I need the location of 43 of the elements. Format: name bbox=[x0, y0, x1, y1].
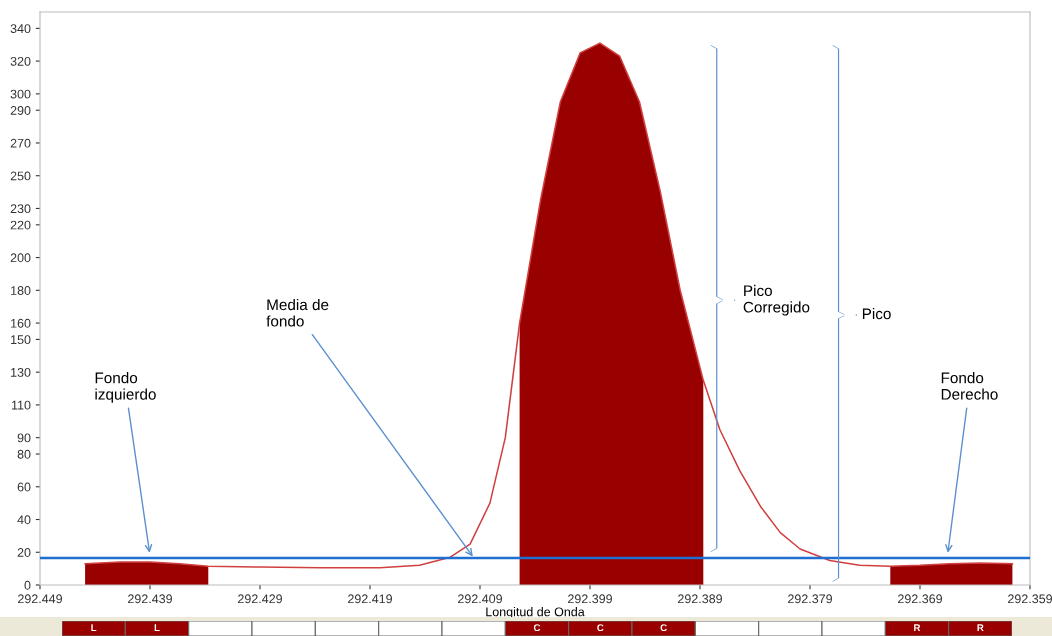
y-tick-label: 340 bbox=[10, 24, 31, 34]
y-tick-label: 40 bbox=[17, 515, 31, 525]
y-tick-label: 220 bbox=[10, 220, 31, 230]
x-tick-label: 292.419 bbox=[348, 594, 392, 604]
y-tick-label: 180 bbox=[11, 286, 31, 295]
annotation: Fondo Derecho bbox=[941, 372, 998, 400]
x-axis-title: Longitud de Onda bbox=[486, 607, 585, 619]
y-tick-label: 110 bbox=[11, 400, 31, 410]
y-tick-label: 290 bbox=[10, 106, 31, 115]
y-tick-label: 160 bbox=[11, 318, 31, 328]
annotation: Media de fondo bbox=[266, 298, 329, 327]
annotation: Pico Corregido bbox=[743, 284, 810, 316]
x-tick-label: 292.369 bbox=[898, 594, 942, 604]
x-tick-label: 292.409 bbox=[458, 594, 502, 604]
y-tick-label: 80 bbox=[17, 449, 31, 459]
x-tick-label: 292.429 bbox=[238, 594, 282, 604]
x-tick-label: 292.449 bbox=[18, 594, 62, 604]
x-tick-label: 292.389 bbox=[678, 594, 722, 604]
y-tick-label: 230 bbox=[10, 204, 31, 214]
x-tick-label: 292.439 bbox=[128, 594, 172, 604]
annotation: Pico bbox=[862, 308, 891, 320]
category-label: L bbox=[91, 624, 97, 632]
y-tick-label: 200 bbox=[10, 253, 31, 263]
y-tick-label: 90 bbox=[17, 433, 31, 443]
category-label: C bbox=[660, 624, 667, 632]
y-tick-label: 20 bbox=[17, 548, 31, 557]
x-tick-label: 292.399 bbox=[568, 594, 612, 604]
y-tick-label: 0 bbox=[24, 580, 31, 590]
y-tick-label: 60 bbox=[17, 482, 31, 492]
annotation: Fondo izquierdo bbox=[95, 372, 156, 403]
category-label: R bbox=[977, 624, 984, 632]
y-tick-label: 300 bbox=[10, 89, 31, 99]
y-tick-label: 270 bbox=[10, 138, 31, 148]
y-tick-label: 320 bbox=[10, 56, 31, 66]
x-tick-label: 292.379 bbox=[788, 594, 832, 604]
category-label: R bbox=[914, 624, 921, 632]
y-tick-label: 250 bbox=[10, 171, 31, 181]
category-label: C bbox=[533, 624, 541, 632]
category-label: C bbox=[597, 624, 604, 632]
y-tick-label: 130 bbox=[11, 367, 31, 377]
y-tick-label: 150 bbox=[11, 335, 31, 345]
x-tick-label: 292.359 bbox=[1008, 594, 1052, 604]
category-label: L bbox=[154, 624, 160, 632]
